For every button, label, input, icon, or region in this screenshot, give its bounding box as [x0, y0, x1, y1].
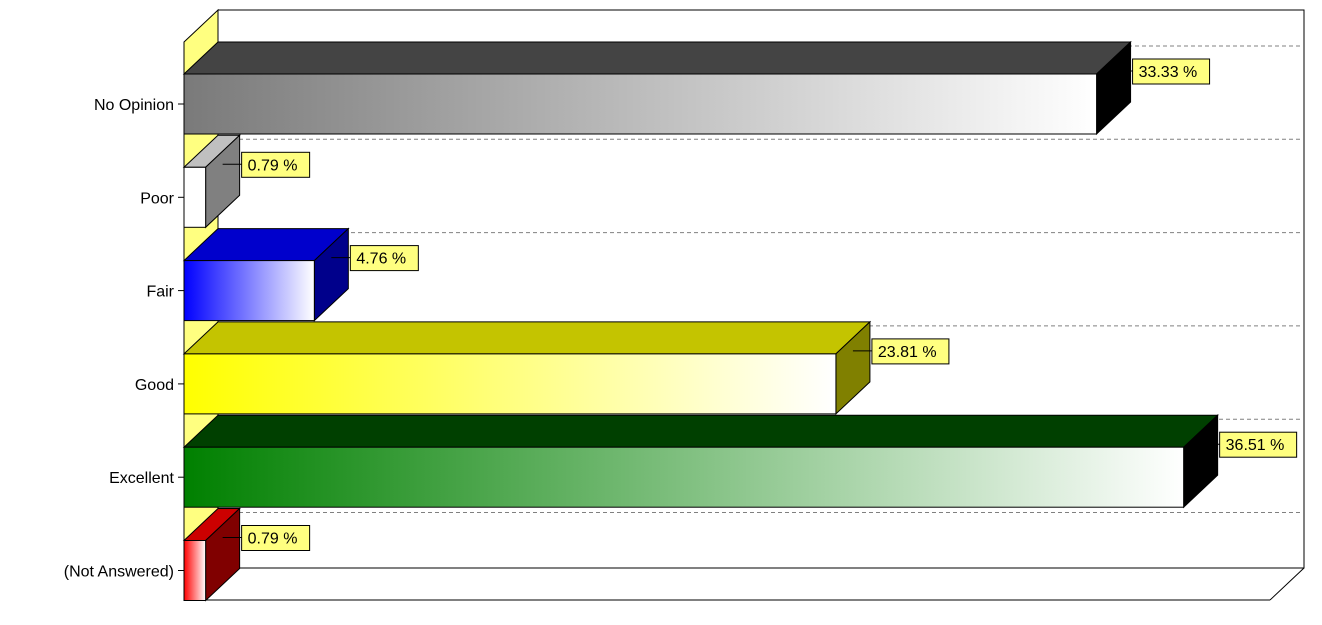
bar [183, 73, 1098, 135]
bar [183, 166, 207, 228]
value-label-box [1219, 431, 1298, 458]
value-label-box [1132, 58, 1211, 85]
category-label: (Not Answered) [64, 564, 174, 581]
value-label: 4.76 % [356, 251, 406, 268]
category-label: Fair [146, 284, 174, 301]
bar-top-face [182, 41, 1132, 75]
bars [182, 40, 1219, 602]
plot-floor-right-edge [1269, 567, 1305, 601]
value-label-box [241, 525, 311, 551]
bar-top-face [182, 321, 872, 355]
value-label-box [349, 245, 419, 272]
value-labels: 33.33 % 0.79 % 4.76 % 23.81 % 36.51 % 0.79 % [222, 58, 1298, 551]
value-label: 23.81 % [878, 344, 937, 361]
category-label: Excellent [109, 470, 174, 487]
category-label: No Opinion [94, 97, 174, 114]
bar [183, 446, 1185, 508]
category-label: Good [135, 377, 174, 394]
bar-top-face [182, 414, 1219, 448]
value-label: 36.51 % [1226, 437, 1285, 454]
value-label: 0.79 % [248, 157, 298, 174]
value-label: 33.33 % [1139, 64, 1198, 81]
value-label-box [871, 338, 950, 365]
category-label: Poor [140, 190, 174, 207]
value-label-box [241, 151, 311, 178]
bar [183, 353, 837, 415]
bar [183, 260, 315, 322]
bar [183, 540, 207, 601]
value-label: 0.79 % [248, 531, 298, 548]
category-labels: No Opinion Poor Fair Good Excellent (Not Answ… [64, 97, 175, 581]
